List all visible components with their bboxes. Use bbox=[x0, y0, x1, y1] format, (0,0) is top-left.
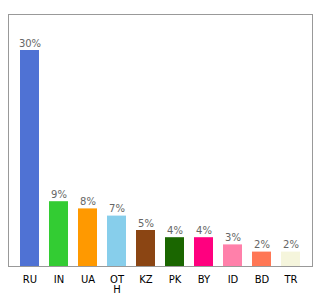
svg-text:BY: BY bbox=[198, 274, 211, 285]
svg-text:4%: 4% bbox=[196, 225, 212, 236]
svg-text:PK: PK bbox=[169, 274, 182, 285]
svg-text:2%: 2% bbox=[283, 239, 299, 250]
svg-text:UA: UA bbox=[81, 274, 95, 285]
svg-text:RU: RU bbox=[23, 274, 37, 285]
svg-text:IN: IN bbox=[54, 274, 64, 285]
svg-text:5%: 5% bbox=[138, 218, 154, 229]
svg-text:ID: ID bbox=[228, 274, 239, 285]
svg-text:KZ: KZ bbox=[139, 274, 153, 285]
svg-text:8%: 8% bbox=[80, 196, 96, 207]
svg-text:3%: 3% bbox=[225, 232, 241, 243]
svg-text:TR: TR bbox=[283, 274, 297, 285]
svg-text:BD: BD bbox=[255, 274, 270, 285]
svg-text:7%: 7% bbox=[109, 203, 125, 214]
svg-text:OTH: OTH bbox=[110, 274, 125, 295]
svg-text:9%: 9% bbox=[51, 189, 67, 200]
svg-text:4%: 4% bbox=[167, 225, 183, 236]
svg-text:30%: 30% bbox=[19, 38, 41, 49]
svg-text:2%: 2% bbox=[254, 239, 270, 250]
